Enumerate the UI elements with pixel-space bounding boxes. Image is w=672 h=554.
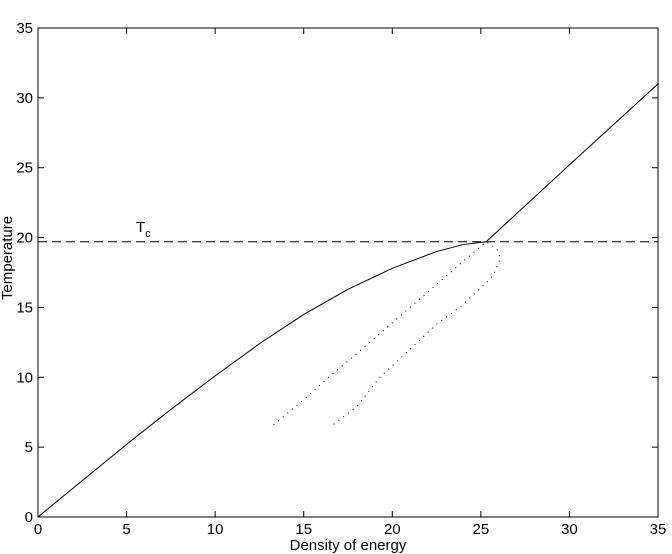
y-tick-label: 20 — [16, 230, 33, 247]
x-tick-label: 15 — [295, 521, 312, 538]
line-solid — [37, 83, 659, 518]
annotation-text: T — [136, 219, 145, 236]
x-tick-label: 0 — [34, 521, 42, 538]
y-tick-label: 5 — [25, 439, 33, 456]
plot-frame — [37, 27, 659, 518]
y-tick-label: 30 — [16, 90, 33, 107]
x-tick-label: 30 — [561, 521, 578, 538]
line-dotted — [273, 241, 501, 426]
x-tick-label: 10 — [207, 521, 224, 538]
y-tick-label: 35 — [16, 20, 33, 37]
x-tick-label: 5 — [122, 521, 130, 538]
x-tick-label: 35 — [650, 521, 667, 538]
x-axis-label: Density of energy — [290, 537, 407, 554]
x-tick-label: 20 — [384, 521, 401, 538]
y-tick-label: 25 — [16, 160, 33, 177]
y-tick-label: 10 — [16, 369, 33, 386]
annotation: Tc — [136, 219, 151, 240]
y-tick-label: 15 — [16, 299, 33, 316]
y-axis-label: Temperature — [0, 216, 16, 300]
y-tick-label: 0 — [25, 509, 33, 526]
annotation-subscript: c — [145, 228, 151, 240]
x-tick-label: 25 — [473, 521, 490, 538]
